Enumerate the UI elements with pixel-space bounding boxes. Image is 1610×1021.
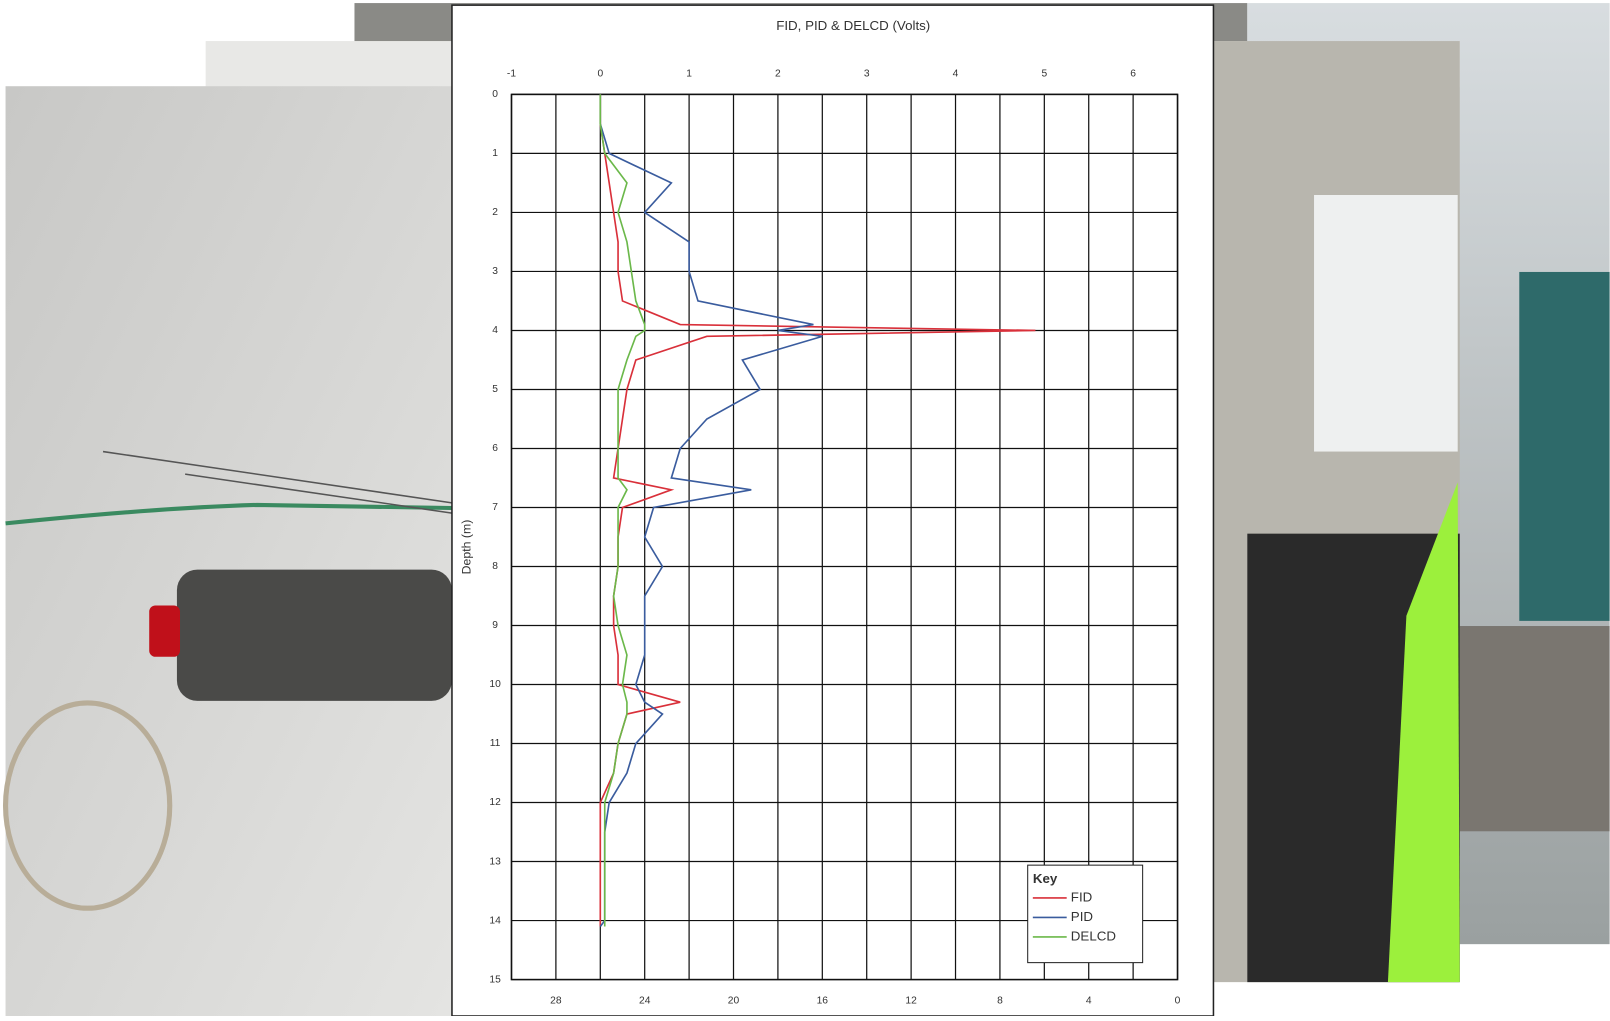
y-tick-label: 5 (492, 384, 498, 395)
x-tick-label: 2 (775, 69, 781, 80)
x2-tick-label: 12 (905, 995, 917, 1006)
y-tick-label: 9 (492, 620, 498, 631)
y-tick-label: 4 (492, 325, 498, 336)
y-tick-label: 11 (490, 738, 501, 749)
pallet (1460, 626, 1610, 831)
plot-frame (511, 94, 1177, 979)
x2-tick-label: 28 (550, 995, 562, 1006)
x2-tick-label: 24 (639, 995, 651, 1006)
x-tick-label: 5 (1041, 69, 1047, 80)
y-tick-label: 7 (492, 502, 498, 513)
y-tick-label: 10 (489, 679, 501, 690)
chart-title: FID, PID & DELCD (Volts) (776, 18, 930, 33)
x-tick-label: 6 (1130, 69, 1136, 80)
x2-tick-label: 8 (997, 995, 1003, 1006)
y-tick-label: 13 (489, 856, 501, 867)
legend-title: Key (1033, 871, 1058, 886)
x2-tick-label: 20 (728, 995, 740, 1006)
y-tick-label: 14 (489, 915, 501, 926)
x-tick-label: 0 (597, 69, 603, 80)
probe (177, 570, 452, 701)
legend-label: DELCD (1071, 929, 1116, 944)
x-tick-label: 1 (686, 69, 692, 80)
x-tick-label: 3 (864, 69, 870, 80)
y-axis-label: Depth (m) (460, 520, 474, 575)
y-tick-label: 8 (492, 561, 498, 572)
y-tick-label: 3 (492, 266, 498, 277)
x-tick-label: 4 (953, 69, 959, 80)
probe-photo (6, 86, 452, 1016)
y-tick-label: 0 (492, 89, 498, 100)
y-tick-label: 6 (492, 443, 498, 454)
legend-label: PID (1071, 909, 1093, 924)
probe-cap (149, 605, 180, 656)
collage: FID, PID & DELCD (Volts) Depth (m) -1012… (0, 0, 1610, 1016)
van-window (1314, 195, 1458, 452)
page: FID, PID & DELCD (Volts) Depth (m) -1012… (0, 0, 1610, 1016)
y-tick-label: 1 (492, 148, 498, 159)
x-tick-label: -1 (507, 69, 516, 80)
container (1519, 272, 1609, 621)
x2-tick-label: 0 (1175, 995, 1181, 1006)
legend-label: FID (1071, 890, 1092, 905)
y-tick-label: 15 (489, 974, 501, 985)
y-tick-label: 2 (492, 207, 498, 218)
x2-tick-label: 16 (817, 995, 829, 1006)
y-tick-label: 12 (489, 797, 501, 808)
x2-tick-label: 4 (1086, 995, 1092, 1006)
